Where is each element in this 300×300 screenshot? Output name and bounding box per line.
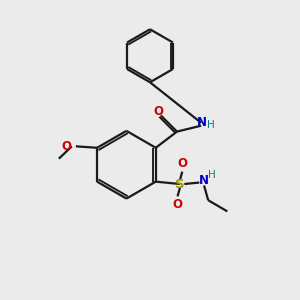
Text: O: O [177,157,187,169]
Text: O: O [172,198,183,212]
Text: N: N [197,116,207,129]
Text: O: O [62,140,72,153]
Text: H: H [208,170,216,181]
Text: H: H [207,120,214,130]
Text: S: S [175,178,185,190]
Text: O: O [153,105,164,119]
Text: N: N [199,174,209,187]
